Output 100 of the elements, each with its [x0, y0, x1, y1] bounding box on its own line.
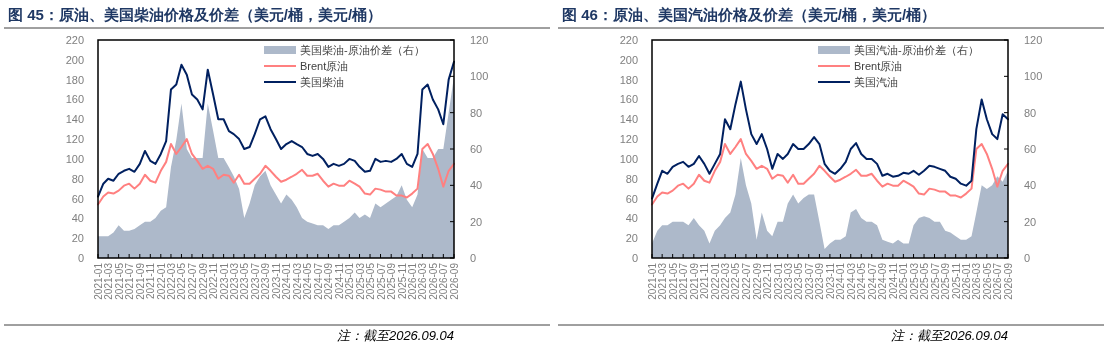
y-tick-label: 80 — [625, 172, 638, 185]
y-tick-label: 20 — [625, 232, 638, 245]
y2-tick-label: 100 — [470, 70, 489, 83]
y-tick-label: 200 — [65, 53, 84, 66]
x-tick-label: 2021-03 — [657, 262, 669, 300]
y2-tick-label: 100 — [1024, 70, 1043, 83]
x-tick-label: 2024-01 — [835, 262, 847, 300]
x-tick-label: 2026-07 — [992, 262, 1004, 300]
x-tick-label: 2025-07 — [929, 262, 941, 300]
x-tick-label: 2024-07 — [866, 262, 878, 300]
x-tick-label: 2025-11 — [396, 262, 408, 299]
y-tick-label: 200 — [619, 53, 638, 66]
x-tick-label: 2021-03 — [103, 262, 115, 300]
line-series — [97, 60, 455, 198]
x-tick-label: 2026-09 — [449, 262, 460, 300]
x-tick-label: 2025-11 — [950, 262, 962, 299]
x-tick-label: 2025-05 — [365, 262, 377, 300]
x-tick-label: 2023-09 — [814, 262, 826, 300]
x-tick-label: 2021-11 — [145, 262, 157, 299]
y-tick-label: 160 — [619, 93, 638, 106]
x-tick-label: 2023-05 — [239, 262, 251, 300]
y2-tick-label: 60 — [470, 143, 483, 155]
x-tick-label: 2022-05 — [730, 262, 742, 300]
y-tick-label: 60 — [625, 192, 638, 205]
legend-label: 美国汽油-原油价差（右） — [854, 44, 979, 56]
x-tick-label: 2023-07 — [803, 262, 815, 300]
x-tick-label: 2021-09 — [688, 262, 700, 300]
y2-tick-label: 0 — [470, 252, 477, 264]
y-tick-label: 120 — [65, 133, 84, 146]
x-tick-label: 2025-09 — [940, 262, 952, 300]
x-tick-label: 2025-01 — [344, 262, 356, 300]
x-tick-label: 2021-07 — [678, 262, 690, 300]
x-tick-label: 2021-11 — [699, 262, 711, 299]
x-tick-label: 2022-11 — [762, 262, 774, 299]
y-tick-label: 180 — [619, 73, 638, 86]
x-tick-label: 2022-09 — [751, 262, 763, 300]
y2-tick-label: 80 — [1024, 106, 1037, 119]
y-tick-label: 140 — [65, 113, 84, 126]
x-tick-label: 2025-01 — [898, 262, 910, 300]
y-tick-label: 120 — [619, 133, 638, 146]
x-tick-label: 2023-01 — [772, 262, 784, 300]
x-tick-label: 2024-07 — [312, 262, 324, 300]
x-tick-label: 2024-09 — [323, 262, 335, 300]
x-tick-label: 2023-01 — [218, 262, 230, 300]
x-tick-label: 2026-05 — [427, 262, 439, 300]
y2-tick-label: 40 — [1024, 179, 1037, 192]
y2-tick-label: 120 — [470, 34, 489, 46]
x-tick-label: 2025-05 — [919, 262, 931, 300]
x-tick-label: 2022-07 — [186, 262, 198, 300]
x-tick-label: 2024-03 — [291, 262, 303, 300]
text: 注：截至2026.09.04 — [336, 328, 454, 343]
line-series — [97, 138, 455, 206]
legend-label: 美国汽油 — [854, 76, 898, 88]
x-tick-label: 2023-05 — [793, 262, 805, 300]
y2-tick-label: 40 — [470, 179, 483, 192]
x-tick-label: 2023-11 — [270, 262, 282, 299]
x-tick-label: 2021-01 — [647, 262, 658, 300]
x-tick-label: 2023-03 — [782, 262, 794, 300]
legend-label: 美国柴油 — [300, 76, 344, 88]
y2-tick-label: 0 — [1024, 252, 1031, 264]
x-tick-label: 2026-03 — [971, 262, 983, 300]
chart-title: 图 46：原油、美国汽油价格及价差（美元/桶，美元/桶） — [562, 6, 937, 23]
x-tick-label: 2024-03 — [845, 262, 857, 300]
y-tick-label: 100 — [65, 152, 84, 165]
y-tick-label: 0 — [77, 252, 84, 264]
x-tick-label: 2026-01 — [407, 262, 419, 300]
chart-title: 图 45：原油、美国柴油价格及价差（美元/桶，美元/桶） — [8, 6, 383, 23]
y2-tick-label: 20 — [470, 215, 483, 228]
y2-tick-label: 20 — [1024, 215, 1037, 228]
x-tick-label: 2023-09 — [260, 262, 272, 300]
y-tick-label: 60 — [71, 192, 84, 205]
x-tick-label: 2025-03 — [908, 262, 920, 300]
x-tick-label: 2022-09 — [197, 262, 209, 300]
x-tick-label: 2024-01 — [281, 262, 293, 300]
x-tick-label: 2023-03 — [228, 262, 240, 300]
x-tick-label: 2022-03 — [719, 262, 731, 300]
y-tick-label: 220 — [619, 34, 638, 46]
y-tick-label: 140 — [619, 113, 638, 126]
x-tick-label: 2024-05 — [856, 262, 868, 300]
x-tick-label: 2021-07 — [124, 262, 136, 300]
text: 注：截至2026.09.04 — [890, 328, 1008, 343]
x-tick-label: 2022-07 — [740, 262, 752, 300]
y-tick-label: 80 — [71, 172, 84, 185]
x-tick-label: 2024-09 — [877, 262, 889, 300]
x-tick-label: 2025-07 — [375, 262, 387, 300]
x-tick-label: 2022-03 — [165, 262, 177, 300]
y-tick-label: 180 — [65, 73, 84, 86]
x-tick-label: 2026-07 — [438, 262, 450, 300]
y2-tick-label: 120 — [1024, 34, 1043, 46]
legend-label: 美国柴油-原油价差（右） — [300, 44, 425, 56]
y2-tick-label: 60 — [1024, 143, 1037, 155]
x-tick-label: 2024-11 — [333, 262, 345, 299]
x-tick-label: 2026-01 — [961, 262, 973, 300]
x-tick-label: 2023-11 — [824, 262, 836, 299]
x-tick-label: 2022-11 — [208, 262, 220, 299]
y-tick-label: 160 — [65, 93, 84, 106]
y-tick-label: 40 — [71, 212, 84, 225]
legend-label: Brent原油 — [300, 60, 349, 72]
x-tick-label: 2024-05 — [302, 262, 314, 300]
x-tick-label: 2024-11 — [887, 262, 899, 299]
